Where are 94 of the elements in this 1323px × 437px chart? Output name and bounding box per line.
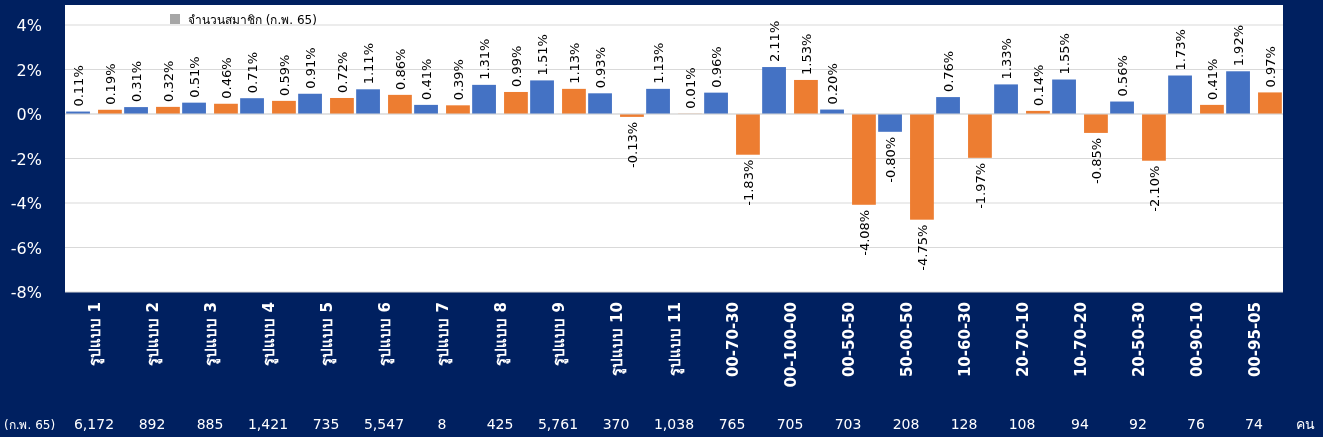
data-label: 0.20% [825,63,841,105]
data-label: 0.56% [1115,55,1131,97]
x-tick-label: 00-100-00 [782,302,800,388]
text: 92 [1129,416,1147,432]
data-label: 0.97% [1262,46,1278,88]
data-label: -1.97% [972,162,988,209]
text: 703 [834,416,862,432]
data-label: 0.71% [245,51,261,94]
legend-title: จำนวนสมาชิก (ก.พ. 65) [188,13,317,27]
data-label: 1.11% [361,42,377,85]
x-tick-label: รูปแบบ 8 [492,302,511,366]
data-label: 0.39% [450,59,466,101]
text: คน [1296,416,1315,432]
data-label: 0.31% [129,60,145,103]
text: 705 [776,416,804,432]
data-label: 1.13% [566,42,582,84]
text: 1,038 [653,416,695,432]
x-tick-label: รูปแบบ 3 [202,302,221,366]
y-tick-label: -6% [10,238,42,258]
data-label: -0.85% [1088,137,1104,184]
data-label: 0.46% [218,57,234,99]
data-label: 2.11% [767,20,783,63]
x-tick-label: รูปแบบ 9 [550,302,569,366]
x-tick-label: รูปแบบ 4 [260,302,279,366]
text: 5,761 [537,416,579,432]
x-tick-label: รูปแบบ 7 [434,302,453,366]
text: 885 [196,416,224,432]
x-tick-label: รูปแบบ 2 [144,302,163,366]
x-tick-label: รูปแบบ 10 [608,302,627,377]
x-tick-label: 00-50-50 [840,302,858,378]
data-label: 0.51% [187,56,203,98]
y-tick-label: 0% [16,105,42,124]
text: 74 [1245,416,1263,432]
x-tick-label: รูปแบบ 1 [86,302,105,366]
text: 8 [437,416,447,432]
x-tick-label: 50-00-50 [898,302,916,378]
text: 6,172 [73,416,115,432]
x-tick-label: 00-90-10 [1188,302,1206,378]
text: 370 [602,416,630,432]
data-label: -4.08% [856,209,872,256]
data-label: 0.72% [334,51,350,93]
data-label: 0.91% [303,47,319,89]
data-label: -0.80% [883,136,899,183]
data-label: -0.13% [624,121,640,168]
data-label: 1.51% [535,34,551,76]
x-tick-label: รูปแบบ 11 [666,302,685,377]
data-label: 1.31% [477,38,493,80]
text: 735 [312,416,340,432]
x-tick-label: 20-50-30 [1130,302,1148,378]
text: 108 [1008,416,1036,432]
text: 425 [486,416,514,432]
data-label: 0.14% [1030,64,1046,106]
data-label: 0.59% [276,54,292,96]
x-tick-label: 00-70-30 [724,302,742,378]
data-label: 0.99% [508,45,524,87]
y-tick-label: 4% [16,16,42,35]
data-label: 0.01% [682,67,698,109]
data-label: 1.33% [999,38,1015,80]
text: 208 [892,416,920,432]
data-label: 1.55% [1057,33,1073,75]
data-label: 0.93% [593,47,609,89]
data-label: 0.76% [941,50,957,93]
text: 892 [138,416,166,432]
x-tick-label: 00-95-05 [1246,302,1264,378]
text: 94 [1071,416,1089,432]
text: 765 [718,416,746,432]
data-label: 1.73% [1173,29,1189,71]
y-tick-label: -2% [10,149,42,169]
text: (ก.พ. 65) [4,418,56,432]
x-tick-label: 10-70-20 [1072,302,1090,378]
data-label: 0.11% [71,65,87,107]
x-tick-label: 10-60-30 [956,302,974,378]
data-label: 0.41% [1204,58,1220,100]
text: 76 [1187,416,1205,432]
text: 128 [950,416,978,432]
y-tick-label: -4% [10,194,42,213]
x-tick-label: รูปแบบ 6 [376,302,395,366]
data-label: 1.53% [798,33,814,75]
x-tick-label: 20-70-10 [1014,302,1032,378]
text: 1,421 [247,416,289,432]
x-tick-label: รูปแบบ 5 [318,302,337,366]
data-label: -2.10% [1146,165,1162,212]
data-label: -4.75% [914,224,930,271]
data-label: 1.92% [1231,24,1247,67]
data-label: 0.96% [709,46,725,88]
data-label: 0.41% [419,58,435,100]
data-label: 1.13% [651,42,667,84]
y-tick-label: -8% [10,283,42,302]
data-label: 0.86% [392,48,408,90]
y-tick-label: 2% [16,60,42,80]
text: 5,547 [363,416,405,432]
data-label: 0.32% [160,60,176,102]
data-label: 0.19% [102,63,118,105]
data-label: -1.83% [740,159,756,206]
